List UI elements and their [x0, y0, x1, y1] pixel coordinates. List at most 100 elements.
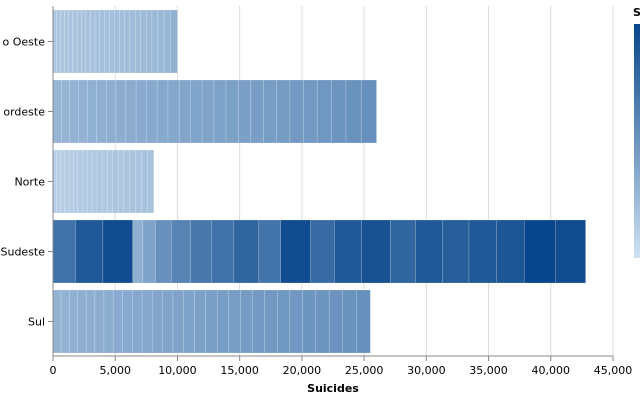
- bar-segment: [125, 79, 137, 144]
- bar-segment: [263, 79, 277, 144]
- bar-segment: [233, 219, 260, 284]
- bar-segment: [78, 79, 88, 144]
- bar-segment: [135, 149, 142, 214]
- bar-segment: [91, 149, 98, 214]
- bar-sul: [52, 289, 371, 354]
- bar-segment: [82, 149, 88, 214]
- bar-segment: [289, 289, 304, 354]
- bar-segment: [334, 219, 362, 284]
- bars: [52, 9, 586, 354]
- bar-segment: [106, 79, 117, 144]
- axes: 0 5,000 10,000 15,000 20,000 25,000 30,000 35,0…: [0, 6, 632, 377]
- bar-segment: [68, 289, 78, 354]
- bar-segment: [129, 149, 136, 214]
- bar-segment: [252, 289, 266, 354]
- bar-segment: [135, 79, 147, 144]
- bar-segment: [68, 9, 74, 74]
- bar-segment: [167, 79, 180, 144]
- bar-segment: [524, 219, 556, 284]
- bar-segment: [77, 149, 83, 214]
- bar-segment: [162, 289, 174, 354]
- bar-segment: [103, 289, 114, 354]
- bar-segment: [56, 9, 61, 74]
- x-tick-label: 15,000: [220, 364, 259, 377]
- bar-segment: [64, 9, 69, 74]
- bar-segment: [172, 289, 184, 354]
- x-axis-title: Suicides: [307, 382, 359, 395]
- bar-segment: [289, 79, 304, 144]
- x-tick-label: 0: [50, 364, 57, 377]
- bar-segment: [52, 149, 58, 214]
- bar-segment: [124, 9, 131, 74]
- x-tick-label: 25,000: [345, 364, 384, 377]
- bar-segment: [64, 149, 70, 214]
- bar-segment: [141, 149, 148, 214]
- legend-gradient-bar: [634, 24, 640, 258]
- bar-segment: [170, 9, 178, 74]
- bar-segment: [52, 9, 58, 74]
- bar-segment: [96, 149, 103, 214]
- bar-segment: [123, 149, 130, 214]
- bar-segment: [201, 79, 215, 144]
- bar-segment: [146, 79, 158, 144]
- bar-segment: [238, 79, 252, 144]
- bar-segment: [132, 219, 144, 284]
- bar-segment: [87, 79, 98, 144]
- bar-segment: [156, 79, 169, 144]
- bar-segment: [140, 9, 147, 74]
- bar-segment: [316, 79, 332, 144]
- y-category-label: ordeste: [3, 106, 45, 119]
- bar-segment: [132, 289, 143, 354]
- x-tick-label: 10,000: [158, 364, 197, 377]
- bar-segment: [360, 79, 377, 144]
- bar-segment: [81, 9, 87, 74]
- bar-segment: [151, 289, 163, 354]
- bar-segment: [94, 289, 105, 354]
- bar-segment: [356, 289, 371, 354]
- bar-segment: [119, 9, 125, 74]
- bar-segment: [264, 289, 278, 354]
- bar-segment: [52, 219, 76, 284]
- bar-segment: [258, 219, 281, 284]
- bar-segment: [171, 219, 191, 284]
- bar-segment: [205, 289, 218, 354]
- bar-segment: [112, 289, 123, 354]
- bar-segment: [228, 289, 241, 354]
- bar-segment: [315, 289, 330, 354]
- bar-segment: [211, 219, 235, 284]
- bar-nordeste: [52, 79, 377, 144]
- bar-segment: [468, 219, 497, 284]
- y-category-label: Sudeste: [0, 246, 45, 259]
- bar-segment: [75, 219, 104, 284]
- bar-segment: [85, 289, 96, 354]
- bar-segment: [112, 149, 119, 214]
- bar-segment: [94, 9, 100, 74]
- bar-segment: [555, 219, 586, 284]
- x-tick-label: 20,000: [283, 364, 322, 377]
- bar-segment: [60, 289, 70, 354]
- bar-segment: [303, 79, 318, 144]
- bar-segment: [99, 9, 105, 74]
- bar-segment: [225, 79, 239, 144]
- bar-segment: [345, 79, 362, 144]
- bar-segment: [117, 149, 125, 214]
- bar-segment: [60, 149, 66, 214]
- bar-segment: [102, 219, 134, 284]
- y-category-label: Sul: [28, 316, 45, 329]
- bar-segment: [157, 9, 165, 74]
- bar-segment: [104, 9, 110, 74]
- y-category-label: o Oeste: [3, 36, 46, 49]
- x-tick-label: 45,000: [594, 364, 633, 377]
- bar-segment: [331, 79, 347, 144]
- bar-segment: [361, 219, 391, 284]
- bar-segment: [342, 289, 357, 354]
- bar-segment: [163, 9, 171, 74]
- bar-segment: [114, 9, 120, 74]
- bar-segment: [310, 219, 335, 284]
- bar-segment: [276, 79, 291, 144]
- bar-segment: [442, 219, 470, 284]
- bar-segment: [250, 79, 264, 144]
- bar-segment: [72, 9, 78, 74]
- x-tick-label: 5,000: [99, 364, 131, 377]
